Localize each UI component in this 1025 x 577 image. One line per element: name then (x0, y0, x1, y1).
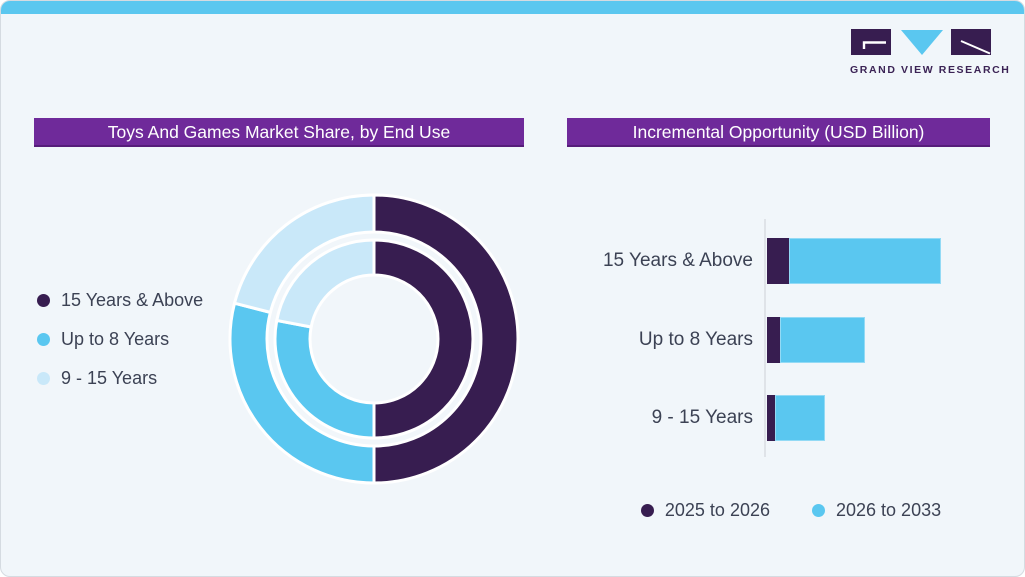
top-accent-strip (1, 1, 1024, 14)
gvr-logo-mark (851, 29, 991, 55)
bar-chart: 15 Years & Above Up to 8 Years 9 - 15 Year… (581, 211, 1011, 466)
legend-dot-icon (640, 503, 654, 517)
donut-chart (228, 193, 520, 485)
bar-chart-title: Incremental Opportunity (USD Billion) (567, 118, 990, 147)
donut-inner-segment-1 (273, 318, 376, 440)
bar-category-label-2: 9 - 15 Years (651, 407, 753, 428)
bar-chart-legend: 2025 to 2026 2026 to 2033 (581, 499, 1001, 521)
gvr-logo: GRAND VIEW RESEARCH (850, 29, 1011, 76)
legend-label: Up to 8 Years (61, 329, 170, 349)
donut-inner-segment-0 (372, 238, 475, 440)
bar-segment-1-series-0 (767, 317, 780, 363)
legend-label: 2025 to 2026 (664, 500, 770, 520)
bar-segment-0-series-1 (789, 238, 941, 284)
legend-dot-icon (37, 371, 50, 385)
legend-label: 9 - 15 Years (61, 368, 158, 388)
donut-legend-item-2: 9 - 15 Years (37, 367, 203, 389)
bar-segment-0-series-0 (767, 238, 789, 284)
donut-legend: 15 Years & Above Up to 8 Years 9 - 15 Year… (37, 289, 203, 389)
logo-wordmark: GRAND VIEW RESEARCH (850, 64, 1011, 76)
donut-chart-title: Toys And Games Market Share, by End Use (34, 118, 524, 147)
bar-category-label-1: Up to 8 Years (638, 329, 753, 350)
bar-segment-2-series-1 (775, 395, 825, 441)
bar-segment-2-series-0 (767, 395, 775, 441)
logo-v-icon (901, 30, 943, 55)
donut-outer-segment-2 (232, 193, 376, 315)
donut-outer-segment-0 (372, 193, 520, 485)
bar-chart-axis-line (764, 219, 766, 457)
logo-g-line (862, 41, 886, 49)
donut-legend-item-1: Up to 8 Years (37, 328, 203, 350)
logo-r-line (960, 40, 991, 55)
legend-label: 15 Years & Above (61, 290, 204, 310)
bar-legend-item-0: 2025 to 2026 (640, 499, 770, 521)
donut-inner-segment-2 (274, 238, 376, 329)
legend-dot-icon (37, 293, 50, 307)
legend-label: 2026 to 2033 (836, 500, 942, 520)
bar-category-label-0: 15 Years & Above (602, 250, 753, 271)
legend-dot-icon (812, 503, 825, 517)
donut-legend-item-0: 15 Years & Above (37, 289, 203, 311)
legend-dot-icon (37, 332, 50, 346)
bar-legend-item-1: 2026 to 2033 (812, 499, 941, 521)
bar-segment-1-series-1 (780, 317, 865, 363)
